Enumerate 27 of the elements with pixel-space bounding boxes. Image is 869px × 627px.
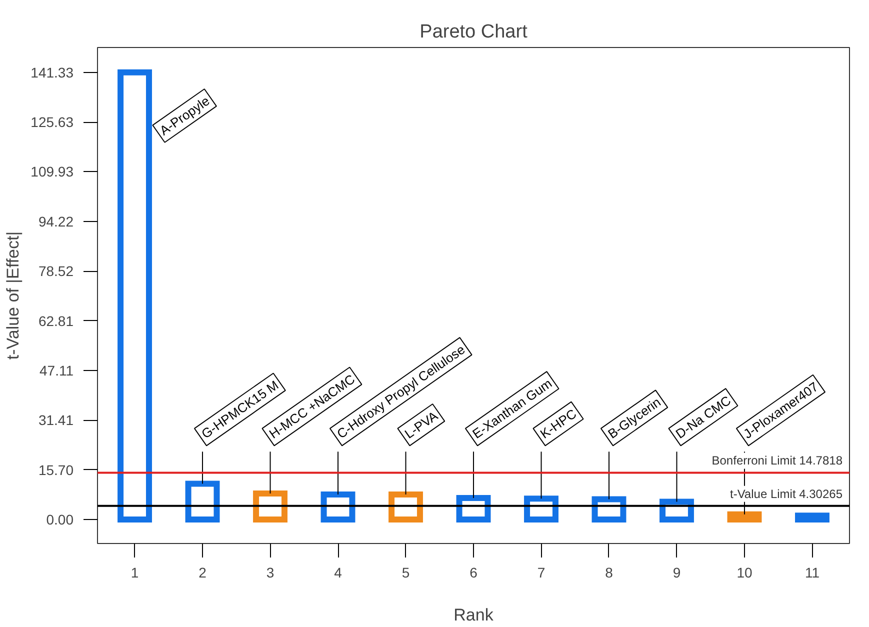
x-tick-label: 4 [334,564,342,580]
chart-title: Pareto Chart [420,22,528,42]
x-tick-label: 3 [266,564,274,580]
x-tick-label: 11 [804,564,820,580]
x-tick-label: 7 [537,564,546,580]
x-tick-label: 6 [470,564,478,580]
x-tick-label: 10 [736,564,752,580]
y-tick-label: 31.41 [38,412,74,428]
x-tick-label: 1 [130,564,139,580]
ref-line-label: Bonferroni Limit 14.7818 [712,454,843,468]
y-tick-label: 15.70 [38,462,74,478]
x-tick-label: 9 [672,564,681,580]
x-axis-title: Rank [454,606,494,624]
y-tick-label: 125.63 [30,114,74,130]
y-tick-label: 141.33 [30,64,74,80]
y-tick-label: 109.93 [30,164,74,180]
y-axis-title: t-Value of |Effect| [4,231,23,360]
x-tick-label: 2 [198,564,207,580]
annotation: D-Na CMC [672,392,734,442]
x-tick-label: 8 [605,564,614,580]
y-tick-label: 47.11 [40,362,74,378]
y-tick-label: 0.00 [46,511,74,528]
ref-line-label: t-Value Limit 4.30265 [730,486,843,501]
y-tick-label: 94.22 [38,213,74,230]
y-tick-label: 78.52 [38,263,74,280]
y-tick-label: 62.81 [38,312,74,329]
x-tick-label: 5 [402,564,410,580]
